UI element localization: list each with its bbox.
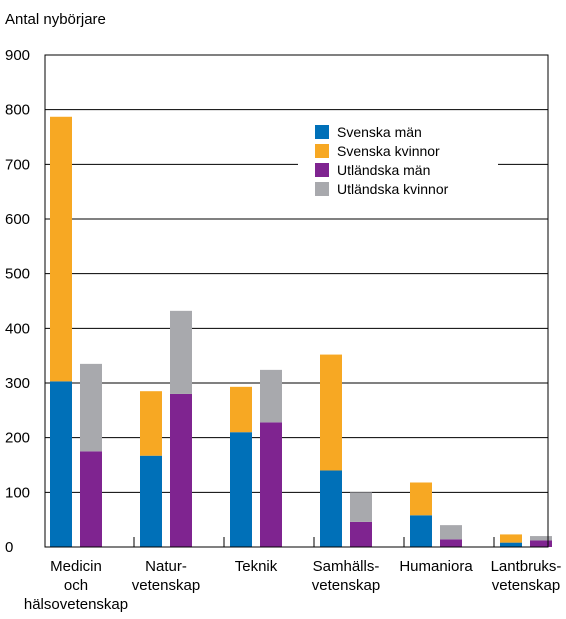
category-label: vetenskap <box>312 577 380 594</box>
category-label: Humaniora <box>399 558 473 575</box>
bar-segment <box>350 521 372 547</box>
bar-segment <box>410 515 432 547</box>
y-tick-label: 700 <box>5 156 30 173</box>
bar-segment <box>230 386 252 433</box>
y-tick-label: 500 <box>5 266 30 283</box>
y-tick-label: 600 <box>5 211 30 228</box>
legend-label: Utländska kvinnor <box>337 181 449 197</box>
y-tick-label: 800 <box>5 102 30 119</box>
y-tick-labels: 0 100 200 300 400 500 600 700 800 900 <box>5 47 30 556</box>
y-tick-label: 0 <box>5 539 13 556</box>
x-tick-marks <box>44 537 495 547</box>
plot-frame <box>44 54 549 548</box>
bar-segment <box>320 354 342 471</box>
y-tick-label: 400 <box>5 320 30 337</box>
bar-segment <box>410 482 432 516</box>
category-label: vetenskap <box>132 577 200 594</box>
bar-segment <box>230 432 252 547</box>
legend-label: Svenska kvinnor <box>337 143 440 159</box>
legend-swatch <box>315 125 329 139</box>
category-label: Natur- <box>145 558 187 575</box>
bar-segment <box>350 492 372 522</box>
legend-swatch <box>315 144 329 158</box>
y-tick-label: 200 <box>5 430 30 447</box>
bar-segment <box>170 393 192 547</box>
category-label: Samhälls- <box>313 558 380 575</box>
category-label: och <box>64 577 88 594</box>
category-labels: Medicin och hälsovetenskap Natur-vetenskap T… <box>24 558 562 613</box>
legend-label: Utländska män <box>337 162 430 178</box>
bar-segment <box>500 542 522 547</box>
y-tick-label: 900 <box>5 47 30 64</box>
category-label: hälsovetenskap <box>24 596 128 613</box>
legend-swatch <box>315 182 329 196</box>
bar-segment <box>170 310 192 394</box>
bar-segment <box>530 540 552 547</box>
bar-segment <box>530 536 552 541</box>
bar-segment <box>440 525 462 540</box>
bars <box>50 116 552 547</box>
bar-segment <box>500 534 522 543</box>
bar-segment <box>50 116 72 382</box>
bar-segment <box>140 391 162 456</box>
bar-segment <box>80 451 102 547</box>
bar-segment <box>50 381 72 547</box>
legend-background <box>298 118 498 210</box>
bar-segment <box>80 363 102 452</box>
category-label: Lantbruks- <box>491 558 562 575</box>
y-tick-label: 300 <box>5 375 30 392</box>
category-label: Medicin <box>50 558 102 575</box>
bar-segment <box>260 422 282 547</box>
legend: Svenska män Svenska kvinnor Utländska män U… <box>298 118 498 210</box>
bar-segment <box>140 455 162 547</box>
y-axis-title: Antal nybörjare <box>5 11 106 28</box>
legend-swatch <box>315 163 329 177</box>
category-label: Teknik <box>235 558 278 575</box>
category-label: vetenskap <box>492 577 560 594</box>
y-tick-label: 100 <box>5 484 30 501</box>
bar-segment <box>320 470 342 547</box>
legend-label: Svenska män <box>337 124 422 140</box>
bar-segment <box>440 539 462 547</box>
bar-segment <box>260 369 282 423</box>
